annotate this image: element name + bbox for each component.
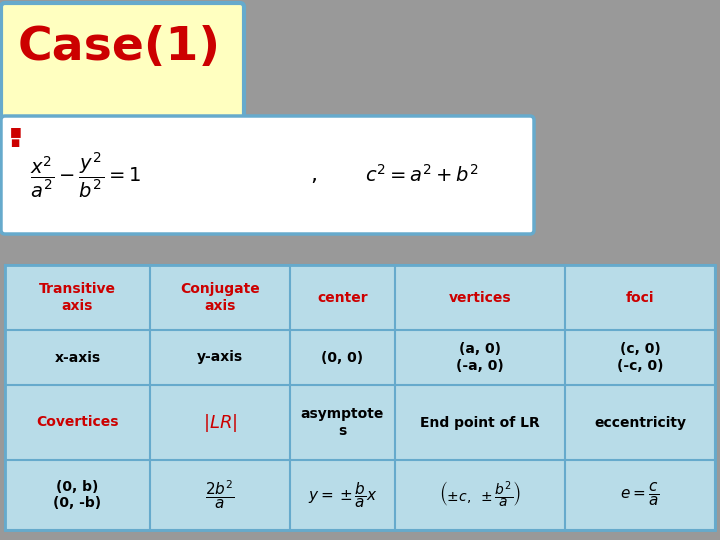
Text: ■: ■ <box>10 125 22 138</box>
Text: x-axis: x-axis <box>55 350 101 365</box>
Text: $\left(\pm c,\ \pm\dfrac{b^2}{a}\right)$: $\left(\pm c,\ \pm\dfrac{b^2}{a}\right)$ <box>439 480 521 510</box>
Text: $|LR|$: $|LR|$ <box>203 411 237 434</box>
Text: y-axis: y-axis <box>197 350 243 365</box>
Text: (0, b)
(0, -b): (0, b) (0, -b) <box>53 480 102 510</box>
Text: ,: , <box>310 165 317 185</box>
Text: $y = \pm\dfrac{b}{a}x$: $y = \pm\dfrac{b}{a}x$ <box>307 480 377 510</box>
Text: ■: ■ <box>10 138 19 148</box>
Text: asymptote
s: asymptote s <box>301 407 384 437</box>
Text: foci: foci <box>626 291 654 305</box>
Text: $\dfrac{2b^2}{a}$: $\dfrac{2b^2}{a}$ <box>205 479 235 511</box>
Text: End point of LR: End point of LR <box>420 415 540 429</box>
Text: $\dfrac{x^2}{a^2} - \dfrac{y^2}{b^2} = 1$: $\dfrac{x^2}{a^2} - \dfrac{y^2}{b^2} = 1… <box>30 150 141 200</box>
Text: $c^2 = a^2 + b^2$: $c^2 = a^2 + b^2$ <box>365 164 479 186</box>
Text: eccentricity: eccentricity <box>594 415 686 429</box>
Text: Transitive
axis: Transitive axis <box>39 282 116 313</box>
Text: Case(1): Case(1) <box>18 25 221 70</box>
Text: Conjugate
axis: Conjugate axis <box>180 282 260 313</box>
Text: (a, 0)
(-a, 0): (a, 0) (-a, 0) <box>456 342 504 373</box>
FancyBboxPatch shape <box>1 116 534 234</box>
Text: center: center <box>318 291 368 305</box>
Text: (0, 0): (0, 0) <box>321 350 364 365</box>
Text: vertices: vertices <box>449 291 511 305</box>
FancyBboxPatch shape <box>5 265 715 530</box>
Text: (c, 0)
(-c, 0): (c, 0) (-c, 0) <box>617 342 663 373</box>
FancyBboxPatch shape <box>1 3 244 119</box>
Text: Covertices: Covertices <box>36 415 119 429</box>
Text: $e = \dfrac{c}{a}$: $e = \dfrac{c}{a}$ <box>620 482 660 508</box>
